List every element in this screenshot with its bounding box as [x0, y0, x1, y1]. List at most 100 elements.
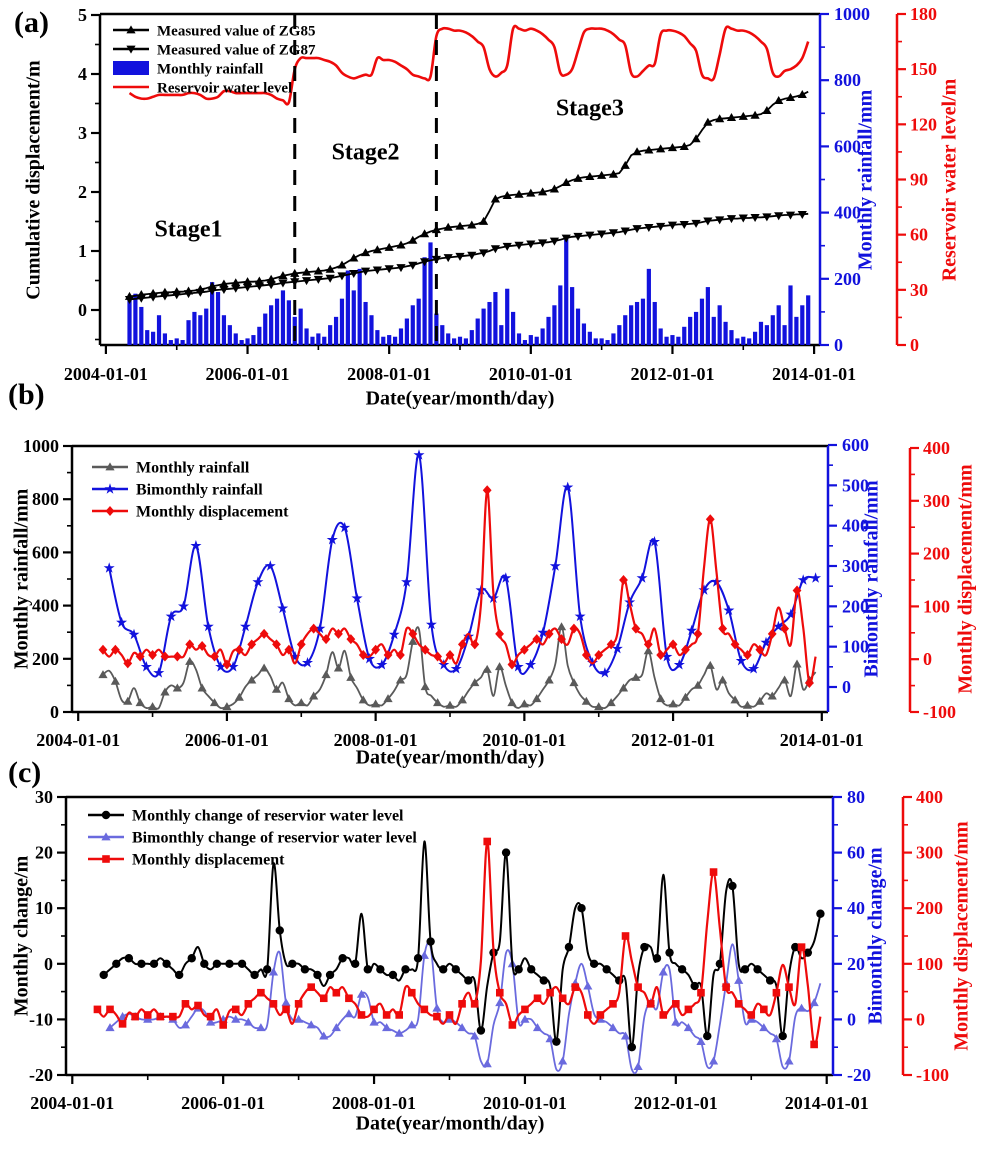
data-point-diamond [705, 514, 715, 525]
x-tick-label: 2008-01-01 [332, 1093, 416, 1113]
data-point-star [302, 657, 313, 668]
data-point-triangle-up [160, 287, 170, 296]
rain-bar [540, 328, 545, 345]
data-point-triangle-down [313, 275, 323, 284]
rain-bar [251, 335, 256, 345]
data-point-diamond [767, 628, 777, 639]
rain-bar [345, 270, 350, 345]
data-point-circle [413, 954, 423, 963]
data-point-star [190, 540, 202, 551]
panel-c-right2-axis-title: Monthly displacement/mm [950, 821, 973, 1051]
series-line-reservoir_level [128, 24, 810, 106]
rain-bar [363, 301, 368, 345]
data-point-circle [615, 976, 624, 985]
data-point-diamond [234, 644, 244, 655]
data-point-triangle-up [268, 967, 279, 976]
rain-bar [558, 285, 563, 345]
x-tick-label: 2014-01-01 [785, 1093, 869, 1113]
legend-c: Monthly change of reservior water level B… [88, 808, 417, 869]
right2-tick-label: 200 [923, 544, 950, 564]
rain-bar [392, 336, 398, 345]
right2-tick-label: 30 [910, 280, 928, 300]
rain-bar [505, 288, 510, 345]
data-point-square [709, 868, 718, 876]
data-point-triangle-down [656, 222, 666, 231]
data-point-triangle-up [296, 698, 306, 707]
data-point-triangle-up [222, 702, 232, 711]
data-point-triangle-up [784, 1056, 794, 1065]
data-point-triangle-up [755, 696, 765, 705]
panel-a-left-axis-title: Cumulative displacement/m [22, 60, 45, 300]
x-tick-label: 2014-01-01 [780, 730, 864, 750]
data-point-diamond [160, 651, 170, 662]
series-reservoir_level [128, 24, 810, 106]
right1-tick-label: 500 [842, 475, 869, 495]
data-point-square [93, 1005, 102, 1014]
data-point-star [810, 572, 822, 583]
data-point-triangle-up [457, 695, 467, 704]
data-point-triangle-up [470, 1031, 480, 1040]
data-point-diamond [643, 639, 653, 650]
panel-c-letter: (c) [8, 756, 42, 789]
data-point-diamond [296, 639, 306, 650]
right2-tick-label: 150 [910, 59, 937, 79]
data-point-triangle-up [148, 288, 158, 297]
data-point-star [748, 663, 760, 674]
data-point-diamond [581, 649, 591, 660]
data-point-triangle-up [705, 660, 715, 669]
data-point-triangle-up [696, 1037, 706, 1046]
data-point-triangle-up [443, 222, 453, 231]
data-point-square [508, 1021, 517, 1029]
data-point-diamond [346, 634, 356, 645]
data-point-circle [313, 970, 322, 980]
data-point-circle [162, 959, 171, 968]
rain-bar [215, 292, 221, 345]
right2-tick-label: 300 [916, 843, 943, 863]
data-point-circle [816, 909, 825, 918]
rain-bar [487, 301, 492, 345]
data-point-triangle-up [495, 998, 505, 1007]
right1-tick-label: 400 [842, 516, 869, 536]
data-point-triangle-down [349, 270, 359, 279]
data-point-circle [363, 965, 372, 974]
panel-a-right1-axis-title: Monthly rainfall/mm [854, 89, 877, 271]
data-point-triangle-down [242, 283, 253, 292]
data-point-diamond [594, 649, 604, 660]
data-point-diamond [457, 639, 467, 650]
data-point-triangle-up [708, 1056, 719, 1065]
data-point-triangle-up [759, 1023, 769, 1032]
x-tick-label: 2008-01-01 [347, 364, 431, 384]
data-point-square [257, 988, 265, 997]
data-point-triangle-up [594, 702, 604, 711]
data-point-triangle-down [526, 240, 536, 249]
right1-tick-label: 20 [847, 954, 865, 974]
data-point-triangle-up [490, 194, 501, 203]
panel-c-x-axis-title: Date(year/month/day) [355, 1112, 545, 1135]
data-point-triangle-down [632, 225, 642, 234]
left-tick-label: 20 [35, 843, 53, 863]
data-point-triangle-down [762, 213, 772, 222]
x-tick-label: 2008-01-01 [334, 730, 418, 750]
left-tick-label: 5 [78, 5, 87, 25]
left-tick-label: -10 [29, 1009, 53, 1029]
rain-bar [469, 330, 474, 345]
x-tick-label: 2014-01-01 [772, 364, 856, 384]
rain-bar [245, 338, 250, 345]
data-point-star [772, 620, 784, 632]
data-point-circle [703, 1031, 712, 1041]
data-point-triangle-down [726, 215, 737, 224]
legend-label: Monthly rainfall [136, 460, 250, 477]
data-point-triangle-up [608, 169, 619, 178]
data-point-diamond [383, 649, 393, 660]
data-point-circle [439, 965, 448, 974]
data-point-triangle-down [266, 281, 276, 290]
data-point-triangle-down [396, 264, 406, 273]
data-point-star [562, 481, 574, 492]
right2-tick-label: 60 [910, 225, 928, 245]
rain-bar [269, 305, 274, 345]
data-point-circle [388, 970, 398, 980]
rain-bar [145, 330, 150, 345]
x-tick-label: 2012-01-01 [634, 1093, 718, 1113]
right1-tick-label: 60 [847, 843, 865, 863]
data-point-diamond [284, 644, 294, 655]
